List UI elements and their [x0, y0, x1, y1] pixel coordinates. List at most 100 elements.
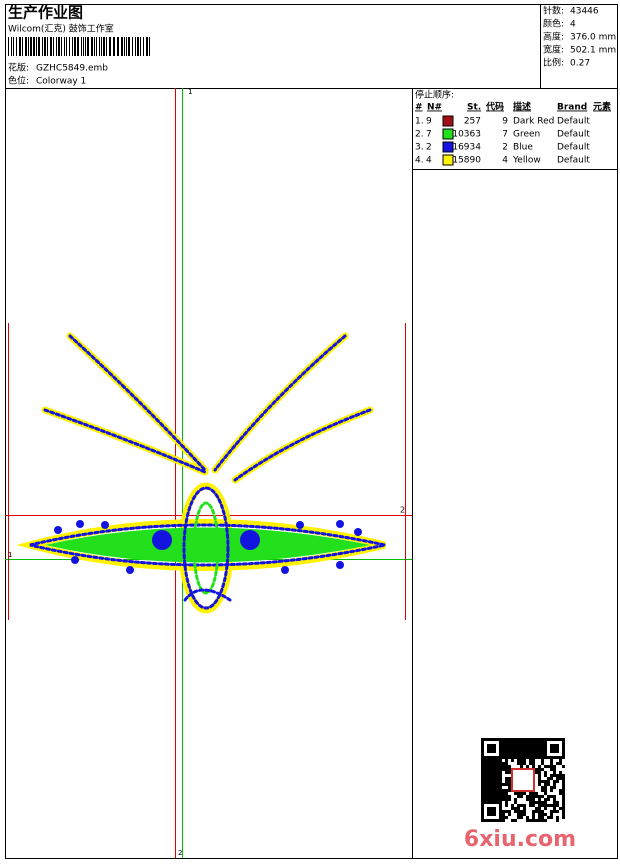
qr-cell: [535, 795, 538, 798]
qr-cell: [550, 756, 553, 759]
qr-cell: [517, 756, 520, 759]
qr-cell: [484, 801, 487, 804]
qr-cell: [538, 756, 541, 759]
qr-cell: [499, 747, 502, 750]
qr-cell: [541, 786, 544, 789]
qr-cell: [502, 762, 505, 765]
qr-cell: [484, 795, 487, 798]
qr-cell: [496, 795, 499, 798]
column-header: N#: [427, 103, 442, 113]
qr-cell: [487, 756, 490, 759]
bar: [81, 37, 82, 56]
qr-cell: [529, 792, 532, 795]
qr-cell: [484, 780, 487, 783]
qr-cell: [532, 747, 535, 750]
title: 生产作业图: [8, 4, 83, 22]
qr-cell: [538, 810, 541, 813]
qr-cell: [514, 807, 517, 810]
qr-cell: [559, 756, 562, 759]
qr-cell: [481, 774, 484, 777]
qr-cell: [499, 756, 502, 759]
bar: [132, 37, 133, 56]
qr-cell: [544, 813, 547, 816]
qr-cell: [526, 744, 529, 747]
bar: [36, 37, 37, 56]
qr-cell: [484, 777, 487, 780]
qr-cell: [520, 759, 523, 762]
qr-cell: [541, 801, 544, 804]
bar: [30, 37, 32, 56]
qr-cell: [541, 738, 544, 741]
qr-cell: [502, 819, 505, 822]
qr-cell: [496, 738, 499, 741]
bar: [64, 37, 65, 56]
bar: [28, 37, 29, 56]
qr-cell: [520, 792, 523, 795]
qr-cell: [562, 795, 565, 798]
qr-cell: [547, 777, 550, 780]
bar: [87, 37, 89, 56]
info-value: 0.27: [570, 59, 590, 69]
qr-cell: [505, 783, 508, 786]
qr-cell: [535, 792, 538, 795]
guide-label: 2: [178, 849, 182, 857]
qr-cell: [553, 807, 556, 810]
qr-cell: [508, 813, 511, 816]
qr-cell: [538, 807, 541, 810]
qr-cell: [502, 756, 505, 759]
qr-cell: [499, 789, 502, 792]
qr-cell: [493, 762, 496, 765]
qr-cell: [532, 801, 535, 804]
qr-cell: [526, 747, 529, 750]
bar: [117, 37, 119, 56]
qr-cell: [514, 747, 517, 750]
qr-cell: [562, 816, 565, 819]
qr-cell: [511, 747, 514, 750]
qr-cell: [526, 798, 529, 801]
qr-cell: [562, 750, 565, 753]
qr-cell: [514, 741, 517, 744]
qr-cell: [562, 744, 565, 747]
qr-cell: [481, 762, 484, 765]
qr-cell: [523, 756, 526, 759]
qr-cell: [496, 777, 499, 780]
qr-cell: [499, 813, 502, 816]
qr-cell: [547, 816, 550, 819]
qr-cell: [559, 807, 562, 810]
qr-cell: [508, 771, 511, 774]
qr-cell: [496, 756, 499, 759]
qr-cell: [523, 741, 526, 744]
bar: [44, 37, 46, 56]
qr-cell: [490, 750, 493, 753]
qr-cell: [481, 789, 484, 792]
qr-cell: [496, 762, 499, 765]
qr-cell: [538, 744, 541, 747]
qr-cell: [547, 783, 550, 786]
qr-cell: [496, 819, 499, 822]
qr-cell: [559, 777, 562, 780]
bar: [33, 37, 35, 56]
qr-cell: [499, 765, 502, 768]
bar: [11, 37, 12, 56]
qr-cell: [514, 801, 517, 804]
qr-cell: [559, 774, 562, 777]
qr-cell: [496, 789, 499, 792]
qr-cell: [484, 756, 487, 759]
qr-cell: [511, 756, 514, 759]
qr-cell: [505, 741, 508, 744]
qr-cell: [538, 741, 541, 744]
qr-cell: [553, 783, 556, 786]
qr-cell: [490, 744, 493, 747]
qr-cell: [562, 801, 565, 804]
qr-cell: [517, 813, 520, 816]
qr-cell: [550, 738, 553, 741]
qr-cell: [550, 816, 553, 819]
qr-cell: [505, 765, 508, 768]
qr-cell: [508, 744, 511, 747]
bar: [19, 37, 21, 56]
qr-cell: [538, 747, 541, 750]
qr-cell: [499, 777, 502, 780]
qr-cell: [499, 762, 502, 765]
qr-cell: [544, 807, 547, 810]
qr-cell: [562, 810, 565, 813]
